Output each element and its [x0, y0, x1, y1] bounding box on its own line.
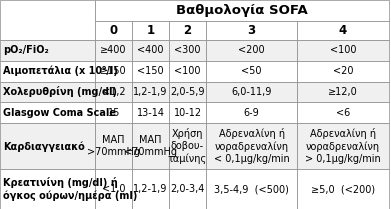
Text: 10-12: 10-12 — [174, 108, 202, 118]
Text: 0: 0 — [109, 24, 118, 37]
Bar — [298, 40, 389, 61]
Text: ≥150: ≥150 — [100, 66, 127, 76]
Bar — [0, 61, 95, 82]
Text: 6,0-11,9: 6,0-11,9 — [231, 87, 272, 97]
Text: ΜΑΠ
<70mmHg: ΜΑΠ <70mmHg — [124, 135, 177, 157]
Text: Βαθμολογία SOFA: Βαθμολογία SOFA — [176, 4, 308, 17]
Bar — [0, 40, 95, 61]
Bar — [95, 21, 132, 40]
Bar — [169, 123, 206, 169]
Text: <20: <20 — [333, 66, 353, 76]
Bar — [298, 102, 389, 123]
Text: 6-9: 6-9 — [244, 108, 260, 118]
Text: ΜΑΠ
>70mmHg: ΜΑΠ >70mmHg — [87, 135, 140, 157]
Bar — [132, 102, 169, 123]
Bar — [206, 21, 298, 40]
Bar — [169, 61, 206, 82]
Text: <400: <400 — [137, 45, 164, 55]
Bar — [95, 102, 132, 123]
Bar — [95, 82, 132, 102]
Text: 3: 3 — [248, 24, 256, 37]
Text: <6: <6 — [336, 108, 350, 118]
Bar — [206, 82, 298, 102]
Bar — [95, 40, 132, 61]
Bar — [298, 82, 389, 102]
Bar — [95, 169, 132, 209]
Bar — [206, 123, 298, 169]
Text: <150: <150 — [137, 66, 164, 76]
Text: Καρδιαγγειακό: Καρδιαγγειακό — [3, 141, 84, 152]
Bar — [0, 169, 95, 209]
Bar — [132, 169, 169, 209]
Bar — [132, 40, 169, 61]
Bar — [206, 169, 298, 209]
Text: <1,2: <1,2 — [102, 87, 126, 97]
Bar — [0, 123, 95, 169]
Text: 2,0-3,4: 2,0-3,4 — [170, 184, 205, 194]
Bar — [298, 169, 389, 209]
Text: Χολερυθρίνη (mg/dl): Χολερυθρίνη (mg/dl) — [3, 87, 117, 97]
Text: 2,0-5,9: 2,0-5,9 — [170, 87, 205, 97]
Text: ≥5,0  (<200): ≥5,0 (<200) — [311, 184, 375, 194]
Bar — [298, 61, 389, 82]
Bar — [206, 102, 298, 123]
Text: pO₂/FiO₂: pO₂/FiO₂ — [3, 45, 48, 55]
Bar — [169, 102, 206, 123]
Text: <50: <50 — [242, 66, 262, 76]
Text: Αδρεναλίνη ή
νοραδρεναλίνη
< 0,1μg/kg/min: Αδρεναλίνη ή νοραδρεναλίνη < 0,1μg/kg/mi… — [214, 129, 290, 164]
Bar — [0, 0, 95, 40]
Bar — [132, 123, 169, 169]
Bar — [206, 61, 298, 82]
Text: Χρήση
δοβου-
ταμίνης: Χρήση δοβου- ταμίνης — [168, 129, 207, 164]
Bar — [132, 82, 169, 102]
Text: Αιμοπετάλια (x 10⁹/l): Αιμοπετάλια (x 10⁹/l) — [3, 66, 118, 76]
Text: <200: <200 — [239, 45, 265, 55]
Text: 1,2-1,9: 1,2-1,9 — [133, 87, 168, 97]
Text: <100: <100 — [330, 45, 356, 55]
Text: <300: <300 — [174, 45, 201, 55]
Bar — [169, 82, 206, 102]
Bar — [169, 40, 206, 61]
Text: 2: 2 — [183, 24, 192, 37]
Bar — [95, 0, 389, 21]
Bar — [298, 21, 389, 40]
Bar — [132, 61, 169, 82]
Bar — [169, 21, 206, 40]
Text: Glasgow Coma Scale: Glasgow Coma Scale — [3, 108, 116, 118]
Text: <1,0: <1,0 — [102, 184, 126, 194]
Text: 1: 1 — [147, 24, 155, 37]
Bar — [132, 21, 169, 40]
Text: Αδρεναλίνη ή
νοραδρεναλίνη
> 0,1μg/kg/min: Αδρεναλίνη ή νοραδρεναλίνη > 0,1μg/kg/mi… — [305, 129, 381, 164]
Bar — [206, 40, 298, 61]
Text: Κρεατινίνη (mg/dl) ή
όγκος ούρων/ημέρα (ml): Κρεατινίνη (mg/dl) ή όγκος ούρων/ημέρα (… — [3, 177, 137, 201]
Text: 3,5-4,9  (<500): 3,5-4,9 (<500) — [214, 184, 289, 194]
Text: 15: 15 — [108, 108, 120, 118]
Text: 13-14: 13-14 — [136, 108, 165, 118]
Bar — [95, 61, 132, 82]
Bar — [298, 123, 389, 169]
Text: ≥400: ≥400 — [100, 45, 127, 55]
Bar — [169, 169, 206, 209]
Bar — [95, 123, 132, 169]
Bar — [0, 102, 95, 123]
Text: 1,2-1,9: 1,2-1,9 — [133, 184, 168, 194]
Text: <100: <100 — [174, 66, 201, 76]
Text: ≥12,0: ≥12,0 — [328, 87, 358, 97]
Text: 4: 4 — [339, 24, 347, 37]
Bar — [0, 82, 95, 102]
